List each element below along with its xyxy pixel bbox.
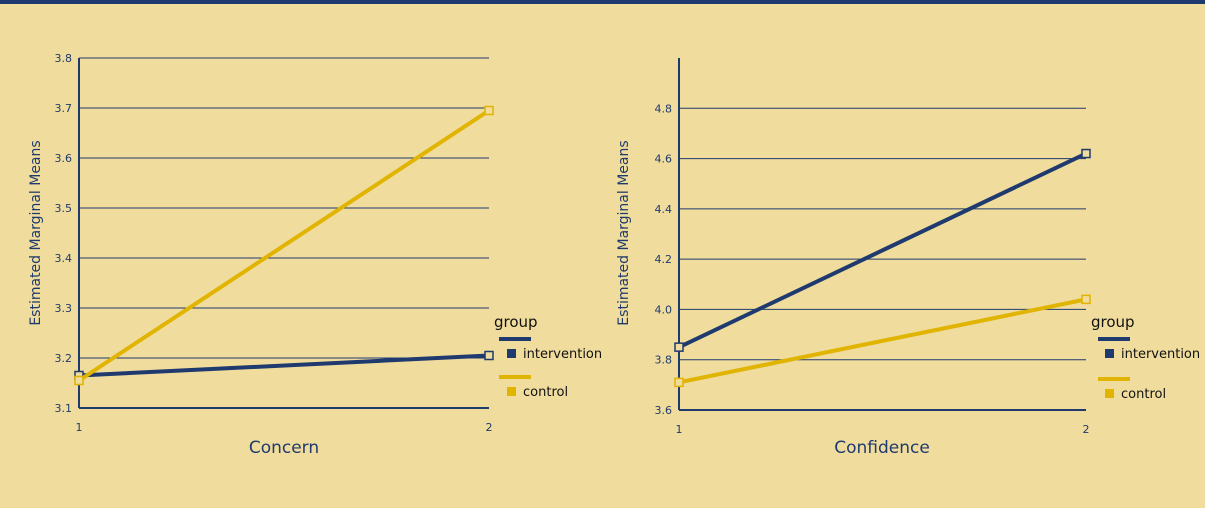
legend-marker-control: [507, 387, 516, 396]
x-tick-label: 2: [1083, 423, 1090, 436]
y-tick-label: 4.8: [655, 102, 673, 115]
y-tick-label: 3.2: [55, 352, 73, 365]
data-point-control: [484, 105, 494, 116]
y-tick-label: 3.6: [655, 404, 673, 417]
legend-label-intervention: intervention: [1121, 347, 1200, 362]
legend-label-control: control: [1121, 387, 1166, 402]
y-tick-label: 3.8: [55, 52, 73, 65]
legend-label-control: control: [523, 385, 568, 400]
x-tick-label: 1: [76, 421, 83, 434]
y-tick-label: 3.6: [55, 152, 73, 165]
y-tick-label: 3.8: [655, 354, 673, 367]
legend-title: group: [494, 313, 538, 331]
legend-marker-control: [1105, 389, 1114, 398]
data-point-control: [674, 377, 684, 388]
legend-label-intervention: intervention: [523, 347, 602, 362]
series-line-control: [77, 108, 491, 383]
legend-marker-intervention: [1105, 349, 1114, 358]
x-axis-title: Confidence: [834, 438, 930, 458]
legend-marker-intervention: [507, 349, 516, 358]
series-line-intervention: [78, 353, 490, 378]
data-point-intervention: [484, 350, 494, 361]
series-line-control: [678, 297, 1087, 385]
y-axis-title: Estimated Marginal Means: [28, 140, 44, 325]
x-tick-label: 1: [676, 423, 683, 436]
y-tick-label: 3.3: [55, 302, 73, 315]
chart-1: 3.1 3.2 3.3 3.4 3.5 3.6 3.7 3.8 1 2 Estimated Marg…: [28, 52, 602, 458]
chart-2: 3.6 3.8 4.0 4.2 4.4 4.6 4.8 1 2 Estimated Margina…: [616, 58, 1200, 458]
y-axis-title: Estimated Marginal Means: [616, 140, 632, 325]
y-tick-label: 3.1: [55, 402, 73, 415]
series-line-intervention: [678, 151, 1087, 349]
y-tick-label: 3.7: [55, 102, 73, 115]
y-tick-label: 3.5: [55, 202, 73, 215]
y-tick-label: 4.2: [655, 253, 673, 266]
data-point-control: [1081, 294, 1091, 305]
y-tick-label: 4.6: [655, 153, 673, 166]
top-border: [0, 0, 1205, 4]
x-axis-title: Concern: [249, 438, 319, 458]
x-tick-label: 2: [486, 421, 493, 434]
y-tick-label: 3.4: [55, 252, 73, 265]
data-point-intervention: [674, 342, 684, 352]
data-point-intervention: [1081, 148, 1091, 159]
y-tick-label: 4.0: [655, 303, 673, 316]
y-tick-label: 4.4: [655, 203, 673, 216]
data-point-control: [74, 375, 84, 386]
legend-title: group: [1091, 313, 1135, 331]
